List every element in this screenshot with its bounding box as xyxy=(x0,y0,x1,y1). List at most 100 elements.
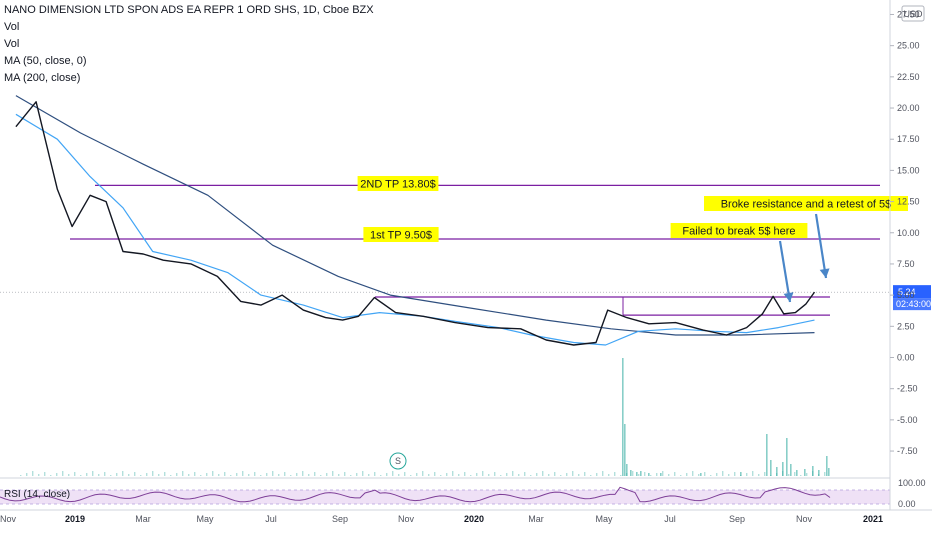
volume-bar xyxy=(50,475,52,476)
volume-bar xyxy=(812,471,814,476)
volume-bar xyxy=(790,464,792,476)
arrow-broke xyxy=(814,213,828,279)
volume-bar xyxy=(230,475,232,476)
price-tick-label: 5.00 xyxy=(897,290,915,300)
volume-bar xyxy=(320,475,322,476)
volume-bar xyxy=(734,472,736,476)
volume-bar xyxy=(446,473,448,476)
volume-bar xyxy=(200,475,202,476)
legend-ma50[interactable]: MA (50, close, 0) xyxy=(4,55,87,67)
rsi-tick-100: 100.00 xyxy=(898,478,926,488)
time-tick-label: 2020 xyxy=(464,514,484,524)
volume-bar xyxy=(590,475,592,476)
volume-bar xyxy=(530,475,532,476)
last-price-label: 5.24 xyxy=(898,287,916,297)
volume-bar xyxy=(182,471,184,476)
volume-bar xyxy=(74,472,76,476)
volume-bar xyxy=(554,472,556,476)
volume-bar xyxy=(596,473,598,476)
legend-ma200[interactable]: MA (200, close) xyxy=(4,72,81,84)
ma200-line xyxy=(15,95,815,336)
price-tick-label: -7.50 xyxy=(897,446,918,456)
rsi-pane: RSI (14, close) 100.00 0.00 xyxy=(0,477,926,509)
annotation-broke-bg xyxy=(704,196,908,211)
volume-bar xyxy=(828,468,830,476)
volume-bar xyxy=(648,473,650,476)
volume-bar xyxy=(86,473,88,476)
price-tick-label: 2.50 xyxy=(897,321,915,331)
volume-bar xyxy=(56,473,58,476)
last-price-badge xyxy=(893,285,931,299)
volume-bar xyxy=(806,473,808,476)
volume-bar xyxy=(776,467,778,476)
price-tick-label: 25.00 xyxy=(897,41,920,51)
dividend-marker xyxy=(389,452,407,470)
volume-bar xyxy=(110,475,112,476)
price-tick-label: 7.50 xyxy=(897,259,915,269)
annotation-failed: Failed to break 5$ here xyxy=(682,226,795,238)
volume-bar xyxy=(374,472,376,476)
time-tick-label: Jul xyxy=(664,514,676,524)
volume-bar xyxy=(488,474,490,476)
price-tick-label: 22.50 xyxy=(897,72,920,82)
volume-bar xyxy=(398,474,400,476)
volume-bar xyxy=(826,456,828,476)
volume-bar xyxy=(640,471,642,476)
volume-bar xyxy=(260,475,262,476)
chart-title: NANO DIMENSION LTD SPON ADS EA REPR 1 OR… xyxy=(4,4,374,16)
volume-bar xyxy=(356,473,358,476)
volume-bar xyxy=(68,474,70,476)
volume-bar xyxy=(524,472,526,476)
arrow-failed xyxy=(778,240,792,303)
volume-bar xyxy=(254,472,256,476)
volume-bar xyxy=(548,474,550,476)
volume-bar xyxy=(440,475,442,476)
price-tick-label: 20.00 xyxy=(897,103,920,113)
volume-bar xyxy=(728,474,730,476)
price-tick-label: 10.00 xyxy=(897,228,920,238)
volume-bar xyxy=(710,475,712,476)
volume-bar xyxy=(656,473,658,476)
volume-bar xyxy=(518,474,520,476)
time-tick-label: Sep xyxy=(332,514,348,524)
volume-bar xyxy=(782,462,784,476)
price-tick-label: 15.00 xyxy=(897,165,920,175)
volume-bar xyxy=(362,471,364,476)
countdown-badge xyxy=(893,298,931,311)
arrow-broke-head xyxy=(819,268,830,278)
countdown-label: 02:43:00 xyxy=(896,299,931,309)
volume-bar xyxy=(62,471,64,476)
rsi-tick-0: 0.00 xyxy=(898,499,916,509)
volume-bar xyxy=(812,466,814,476)
dividend-marker-label: S xyxy=(395,456,401,466)
volume-bar xyxy=(620,475,622,476)
legend-vol-1[interactable]: Vol xyxy=(4,21,20,33)
volume-bar xyxy=(350,475,352,476)
level-label-1st-tp-bg xyxy=(363,227,439,242)
volume-bar xyxy=(272,471,274,476)
volume-bars xyxy=(20,358,830,476)
volume-bar xyxy=(140,475,142,476)
volume-bar xyxy=(308,474,310,476)
time-tick-label: Nov xyxy=(796,514,813,524)
volume-bar xyxy=(758,474,760,476)
volume-bar xyxy=(176,473,178,476)
volume-bar xyxy=(32,471,34,476)
volume-bar xyxy=(674,472,676,476)
volume-bar xyxy=(422,471,424,476)
volume-bar xyxy=(218,474,220,476)
legend-vol-2[interactable]: Vol xyxy=(4,38,20,50)
volume-bar xyxy=(722,471,724,476)
series-lines xyxy=(15,95,816,346)
volume-bar xyxy=(284,472,286,476)
volume-bar xyxy=(236,473,238,476)
time-tick-label: Mar xyxy=(528,514,544,524)
volume-bar xyxy=(188,474,190,476)
volume-bar xyxy=(776,473,778,476)
price-line xyxy=(15,101,816,346)
time-tick-label: Nov xyxy=(0,514,16,524)
